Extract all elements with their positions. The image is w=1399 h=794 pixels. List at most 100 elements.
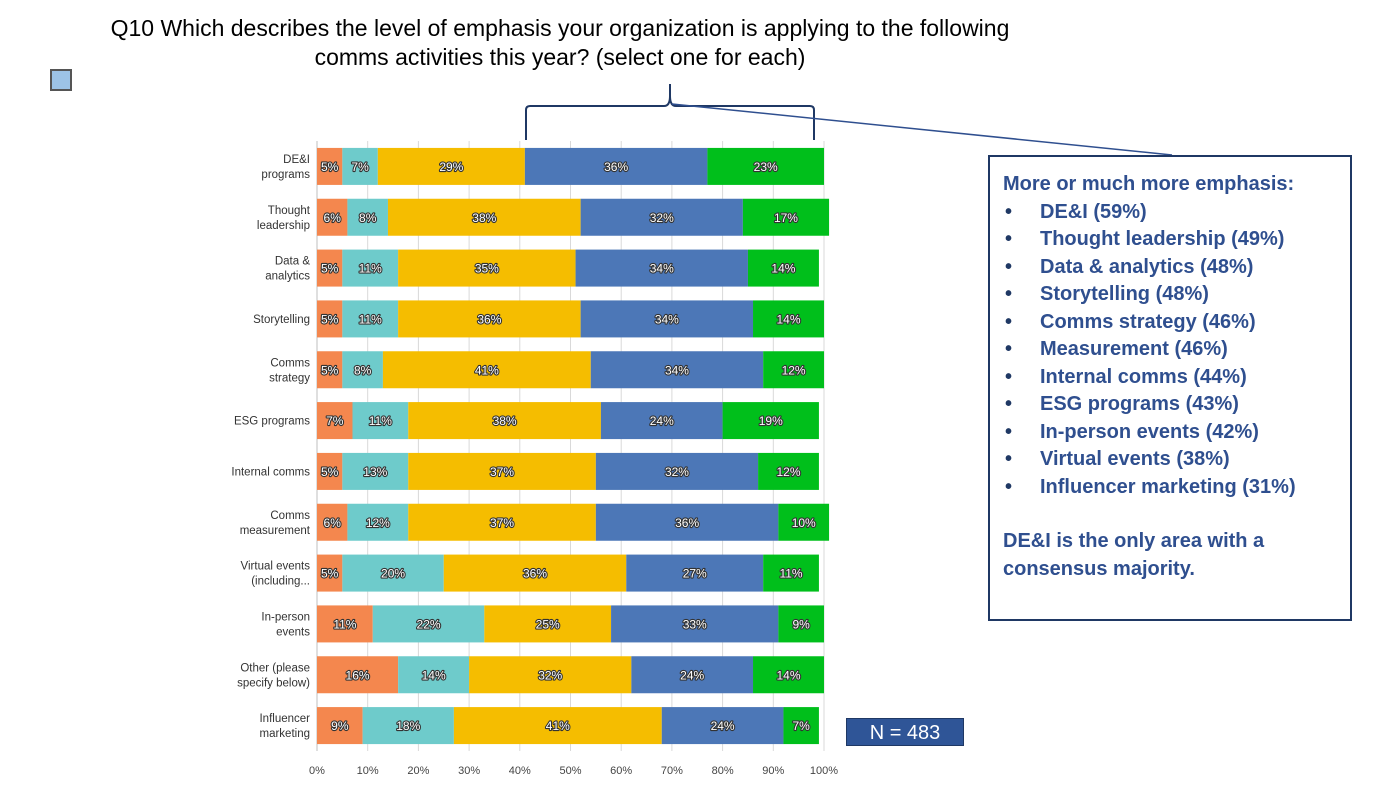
bar-segment	[590, 351, 764, 389]
bar-segment	[372, 605, 485, 643]
data-label: 38%	[472, 211, 496, 225]
bracket-shape	[525, 84, 815, 140]
category-label: Thought leadership	[257, 205, 311, 232]
category-label-line: analytics	[265, 271, 310, 283]
data-label: 11%	[333, 617, 356, 631]
bar-segment	[347, 503, 409, 541]
bar-segment	[342, 147, 378, 185]
category-label: In-person events	[261, 611, 310, 638]
category-label-line: marketing	[260, 728, 311, 740]
data-label: 8%	[359, 211, 377, 225]
data-label: 14%	[771, 262, 795, 276]
category-label: Comms strategy	[269, 357, 310, 384]
category-label-line: leadership	[257, 220, 310, 232]
bar-segment	[631, 656, 754, 694]
bar-segment	[575, 249, 748, 287]
data-label: 37%	[490, 465, 514, 479]
data-label: 34%	[665, 363, 689, 377]
x-tick-label: 90%	[762, 765, 784, 777]
category-label-line: In-person	[261, 611, 310, 623]
bar-segment	[408, 503, 596, 541]
sample-size-badge: N = 483	[846, 718, 964, 746]
category-label-line: (including...	[251, 576, 310, 588]
bar-segment	[377, 147, 525, 185]
bracket-annotation	[525, 84, 1173, 156]
bar-segment	[524, 147, 708, 185]
data-label: 29%	[439, 160, 463, 174]
category-label-line: Thought	[268, 205, 311, 217]
x-tick-label: 100%	[810, 765, 838, 777]
bar-segment	[742, 198, 830, 236]
category-label-line: programs	[261, 169, 310, 181]
category-label-line: Virtual events	[241, 561, 311, 573]
bar-segment	[753, 300, 824, 338]
category-label: Other (please specify below)	[237, 662, 310, 689]
category-label-line: Other (please	[240, 662, 310, 674]
category-label-line: Storytelling	[253, 314, 310, 326]
category-label: Internal comms	[231, 466, 310, 478]
bar-segment	[398, 249, 576, 287]
data-label: 12%	[366, 516, 390, 530]
x-tick-label: 70%	[661, 765, 683, 777]
data-label: 36%	[477, 312, 501, 326]
bar-segment	[342, 249, 399, 287]
callout-item: Data & analytics (48%)	[1003, 254, 1338, 282]
category-label-line: events	[276, 626, 310, 638]
data-label: 27%	[683, 567, 707, 581]
callout-note-line-2: consensus majority.	[1003, 557, 1195, 580]
category-label-line: ESG programs	[234, 416, 310, 428]
data-label: 5%	[321, 262, 339, 276]
x-tick-label: 80%	[712, 765, 734, 777]
data-label: 5%	[321, 363, 339, 377]
chart-grid	[316, 141, 825, 751]
bar-segment	[317, 402, 353, 440]
bar-segment	[580, 198, 743, 236]
bar-segment	[342, 300, 399, 338]
data-label: 24%	[711, 719, 735, 733]
x-tick-label: 50%	[559, 765, 581, 777]
data-label: 14%	[776, 312, 800, 326]
data-label: 12%	[782, 363, 806, 377]
data-label: 6%	[324, 211, 342, 225]
bar-segment	[408, 402, 601, 440]
data-label: 32%	[650, 211, 674, 225]
bar-segment	[342, 351, 383, 389]
data-label: 41%	[475, 363, 499, 377]
callout-box: More or much more emphasis: DE&I (59%) T…	[988, 155, 1352, 621]
bar-segment	[317, 249, 343, 287]
data-label: 35%	[475, 262, 499, 276]
bar-segment	[317, 554, 343, 592]
data-label: 41%	[546, 719, 570, 733]
data-label: 20%	[381, 567, 405, 581]
bar-segment	[783, 707, 819, 745]
data-label: 11%	[359, 262, 382, 276]
category-label: ESG programs	[234, 416, 310, 428]
chart-category-labels: DE&I programs Thought leadership Data & analy…	[231, 154, 310, 740]
bar-segment	[722, 402, 819, 440]
data-label: 10%	[792, 516, 816, 530]
title-line-2: comms activities this year? (select one …	[314, 44, 806, 70]
bar-segment	[707, 147, 824, 185]
data-label: 37%	[490, 516, 514, 530]
callout-list: DE&I (59%) Thought leadership (49%) Data…	[1003, 199, 1338, 502]
category-label-line: Internal comms	[231, 466, 310, 478]
category-label-line: Data &	[275, 256, 310, 268]
x-tick-label: 0%	[309, 765, 325, 777]
bar-segment	[317, 300, 343, 338]
chart-x-ticks: 0% 10% 20% 30% 40% 50% 60% 70% 80% 90% 100%	[309, 765, 838, 777]
data-label: 16%	[346, 668, 370, 682]
bar-segment	[347, 198, 388, 236]
callout-note-line-1: DE&I is the only area with a	[1003, 530, 1265, 552]
x-tick-label: 30%	[458, 765, 480, 777]
callout-item: Internal comms (44%)	[1003, 364, 1338, 392]
data-label: 11%	[369, 414, 392, 428]
category-label: Virtual events (including...	[241, 561, 311, 588]
data-label: 34%	[650, 262, 674, 276]
bar-segment	[387, 198, 581, 236]
data-label: 11%	[359, 312, 382, 326]
data-label: 8%	[354, 363, 372, 377]
callout-item: Virtual events (38%)	[1003, 446, 1338, 474]
bar-segment	[611, 605, 779, 643]
data-label: 11%	[779, 567, 802, 581]
